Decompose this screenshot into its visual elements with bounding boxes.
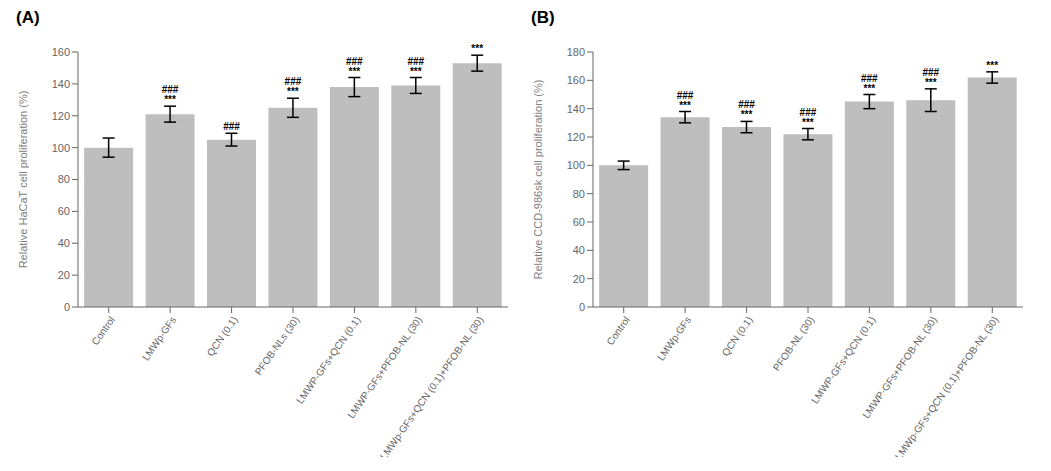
svg-text:***: *** [471, 43, 483, 54]
svg-text:120: 120 [52, 110, 70, 122]
svg-text:PFOB-NL (30): PFOB-NL (30) [771, 314, 816, 372]
html-text:(B): (B) [531, 8, 555, 27]
html-text:(A): (A) [16, 8, 40, 27]
svg-text:60: 60 [58, 205, 70, 217]
svg-text:LMWp-GFs+QCN (0.1)+PFOB-NL (30: LMWp-GFs+QCN (0.1)+PFOB-NL (30) [893, 314, 1001, 457]
svg-text:LMWP-GFs+PFOB-NL (30): LMWP-GFs+PFOB-NL (30) [860, 314, 939, 421]
svg-text:160: 160 [567, 74, 585, 86]
svg-text:0: 0 [64, 301, 70, 313]
svg-text:80: 80 [573, 188, 585, 200]
svg-text:0: 0 [579, 301, 585, 313]
svg-text:***: *** [802, 117, 814, 128]
svg-text:***: *** [349, 66, 361, 77]
svg-text:60: 60 [573, 216, 585, 228]
svg-text:LMWp-GFs: LMWp-GFs [140, 314, 178, 362]
svg-text:LMWP-GFs+QCN (0.1): LMWP-GFs+QCN (0.1) [809, 314, 877, 405]
svg-text:140: 140 [52, 78, 70, 90]
svg-text:LMWp-GFs+QCN (0.1)+PFOB-NL (30: LMWp-GFs+QCN (0.1)+PFOB-NL (30) [378, 314, 486, 457]
svg-text:40: 40 [58, 237, 70, 249]
svg-text:40: 40 [573, 244, 585, 256]
svg-text:20: 20 [573, 273, 585, 285]
svg-text:Control: Control [89, 314, 117, 347]
svg-text:***: *** [925, 77, 937, 88]
svg-text:100: 100 [567, 159, 585, 171]
svg-text:***: *** [986, 60, 998, 71]
svg-text:80: 80 [58, 173, 70, 185]
svg-text:***: *** [164, 94, 176, 105]
svg-text:140: 140 [567, 103, 585, 115]
svg-text:***: *** [864, 83, 876, 94]
svg-text:LMWP-GFs+PFOB-NL (30): LMWP-GFs+PFOB-NL (30) [345, 314, 424, 421]
svg-text:Relative CCD-986sk cell prolif: Relative CCD-986sk cell proliferation (%… [532, 80, 544, 280]
svg-text:QCN (0.1): QCN (0.1) [205, 314, 240, 358]
svg-text:QCN (0.1): QCN (0.1) [720, 314, 755, 358]
svg-text:***: *** [741, 109, 753, 120]
svg-text:PFOB-NLs (30): PFOB-NLs (30) [253, 314, 302, 377]
svg-text:***: *** [679, 100, 691, 111]
svg-text:20: 20 [58, 269, 70, 281]
svg-text:***: *** [410, 66, 422, 77]
svg-text:Relative HaCaT cell proliferat: Relative HaCaT cell proliferation (%) [17, 91, 29, 269]
svg-text:120: 120 [567, 131, 585, 143]
svg-text:###: ### [223, 121, 240, 132]
svg-text:100: 100 [52, 142, 70, 154]
svg-text:LMWp-GFs: LMWp-GFs [655, 314, 693, 362]
svg-text:LMWP-GFs+QCN (0.1): LMWP-GFs+QCN (0.1) [294, 314, 362, 405]
svg-text:160: 160 [52, 46, 70, 58]
svg-text:***: *** [287, 86, 299, 97]
svg-text:Control: Control [604, 314, 632, 347]
svg-text:180: 180 [567, 46, 585, 58]
